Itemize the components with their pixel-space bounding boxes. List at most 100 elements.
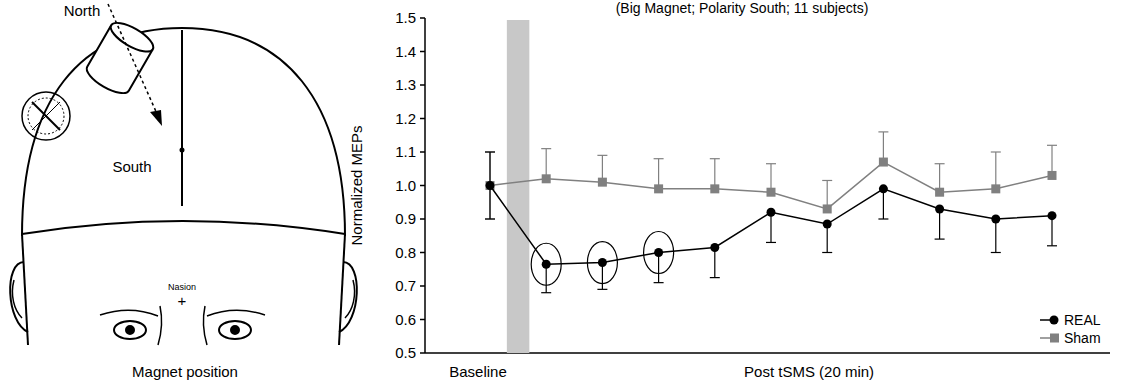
- y-axis-title: Normalized MEPs: [348, 125, 365, 245]
- compass-inner: [28, 98, 64, 134]
- magnet: [83, 17, 158, 98]
- ear-right-inner: [345, 280, 355, 318]
- data-point: [654, 184, 663, 193]
- error-cap: [710, 158, 720, 159]
- legend-marker: [1050, 334, 1059, 343]
- x-axis-title: Post tSMS (20 min): [744, 363, 874, 380]
- eye-left: [114, 321, 146, 339]
- error-bar: [766, 212, 776, 242]
- error-cap: [710, 277, 720, 278]
- data-point: [654, 248, 663, 257]
- error-cap: [822, 252, 832, 253]
- significance-ring: [644, 232, 674, 274]
- error-bar: [991, 219, 1001, 253]
- field-arrow: [108, 4, 158, 116]
- error-stem: [714, 247, 715, 277]
- head-diagram: [10, 4, 357, 345]
- error-stem: [658, 253, 659, 283]
- data-point: [486, 181, 495, 190]
- data-point: [598, 178, 607, 187]
- error-cap: [485, 218, 495, 219]
- error-cap: [1047, 245, 1057, 246]
- y-tick-label: 1.4: [395, 43, 416, 60]
- error-bar: [1047, 145, 1057, 175]
- nose-right: [203, 306, 207, 345]
- error-cap: [597, 289, 607, 290]
- significance-ring: [531, 243, 561, 285]
- error-bar: [485, 152, 495, 219]
- data-point: [767, 208, 776, 217]
- y-tick-label: 0.9: [395, 210, 416, 227]
- error-bar: [991, 152, 1001, 189]
- error-cap: [654, 158, 664, 159]
- legend-label: REAL: [1064, 312, 1101, 328]
- y-tick-label: 1.1: [395, 143, 416, 160]
- y-tick-label: 0.6: [395, 311, 416, 328]
- error-cap: [878, 131, 888, 132]
- error-bar: [654, 159, 664, 189]
- legend-marker: [1050, 316, 1059, 325]
- y-tick: [420, 84, 425, 86]
- error-stem: [1051, 145, 1052, 175]
- error-stem: [939, 209, 940, 239]
- error-stem: [995, 219, 996, 253]
- nasion-cross: +: [178, 292, 187, 309]
- error-cap: [935, 163, 945, 164]
- chart-title: (Big Magnet; Polarity South; 11 subjects…: [616, 0, 869, 16]
- y-tick-label: 1.3: [395, 76, 416, 93]
- error-bar: [485, 152, 495, 219]
- south-label: South: [112, 158, 151, 175]
- y-tick-label: 1.5: [395, 9, 416, 26]
- legend-label: Sham: [1064, 330, 1101, 346]
- y-tick: [420, 51, 425, 53]
- north-label: North: [64, 2, 101, 19]
- y-tick-label: 0.5: [395, 344, 416, 361]
- error-cap: [822, 180, 832, 181]
- y-tick-label: 1.2: [395, 110, 416, 127]
- caption: Magnet position: [132, 363, 238, 380]
- midline: [181, 30, 183, 206]
- pupil-right: [231, 326, 239, 334]
- x-tick-label: Baseline: [449, 363, 507, 380]
- error-stem: [546, 149, 547, 179]
- error-bar: [710, 159, 720, 189]
- data-point: [935, 188, 944, 197]
- error-bar: [935, 209, 945, 239]
- data-point: [879, 158, 888, 167]
- data-point: [1048, 211, 1057, 220]
- error-cap: [597, 155, 607, 156]
- head-dome: [22, 28, 345, 236]
- y-tick: [420, 352, 425, 354]
- brow-left: [100, 310, 158, 316]
- ear-left-inner: [12, 280, 22, 318]
- error-bar: [878, 132, 888, 162]
- error-cap: [654, 282, 664, 283]
- data-point: [710, 184, 719, 193]
- error-stem: [1051, 216, 1052, 246]
- stimulation-period: [507, 20, 529, 353]
- plot-area: [485, 20, 1057, 353]
- y-tick: [420, 185, 425, 187]
- compass-needle: [32, 102, 60, 130]
- error-cap: [1047, 145, 1057, 146]
- data-point: [598, 258, 607, 267]
- error-bar: [710, 247, 720, 277]
- data-point: [486, 181, 495, 190]
- y-tick: [420, 118, 425, 120]
- error-cap: [935, 239, 945, 240]
- y-tick-label: 1.0: [395, 177, 416, 194]
- error-stem: [995, 152, 996, 189]
- legend: REAL Sham: [1040, 312, 1101, 346]
- y-tick-label: 0.8: [395, 244, 416, 261]
- y-tick: [420, 319, 425, 321]
- nasion-label: Nasion: [168, 282, 196, 292]
- vertex-dot: [181, 149, 184, 152]
- error-cap: [766, 242, 776, 243]
- error-stem: [883, 189, 884, 219]
- y-tick: [420, 17, 425, 19]
- error-stem: [714, 159, 715, 189]
- data-point: [542, 174, 551, 183]
- series-line: [490, 162, 1052, 209]
- data-point: [879, 184, 888, 193]
- data-point: [542, 260, 551, 269]
